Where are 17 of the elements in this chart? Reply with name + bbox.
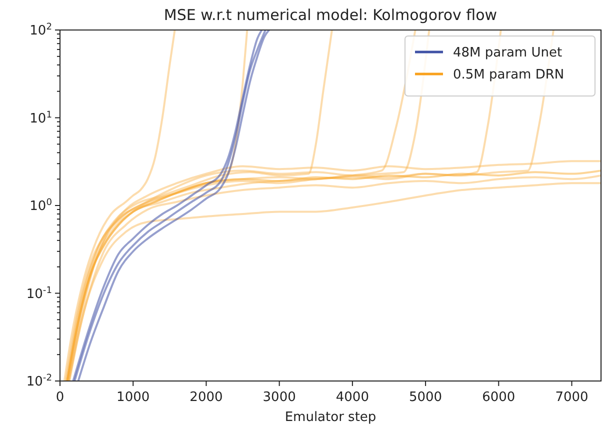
x-tick-label: 7000 (555, 390, 588, 405)
y-tick-label: 10$^{-1}$ (26, 286, 52, 302)
y-tick-label: 10$^{0}$ (30, 198, 52, 214)
y-tick-label: 10$^{-2}$ (26, 374, 52, 390)
x-tick-label: 5000 (408, 390, 442, 405)
y-tick-label: 10$^{1}$ (30, 110, 52, 126)
x-tick-label: 1000 (116, 390, 150, 405)
legend-label: 0.5M param DRN (453, 68, 564, 83)
x-tick-label: 4000 (336, 390, 369, 405)
x-tick-label: 0 (56, 390, 64, 405)
x-tick-label: 6000 (482, 390, 516, 405)
x-tick-label: 3000 (262, 390, 296, 405)
x-tick-label: 2000 (190, 390, 223, 405)
y-tick-label: 10$^{2}$ (30, 22, 52, 39)
x-axis-title: Emulator step (284, 410, 376, 425)
chart-title: MSE w.r.t numerical model: Kolmogorov flow (164, 6, 498, 24)
legend-label: 48M param Unet (453, 46, 562, 61)
